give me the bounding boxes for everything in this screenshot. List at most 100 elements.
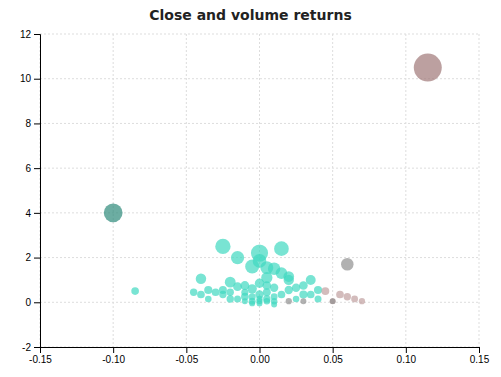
tick: 0.15 xyxy=(470,347,490,365)
tick-label: 0 xyxy=(25,297,31,308)
x-axis: -0.15 -0.10 -0.05 0.00 0.05 0.10 0.15 xyxy=(29,347,490,365)
tick-mark xyxy=(113,347,114,353)
bubble xyxy=(241,289,248,296)
bubble xyxy=(344,293,351,300)
tick-mark xyxy=(34,213,40,214)
bubble xyxy=(270,284,278,292)
tick-mark xyxy=(479,347,480,353)
tick-mark xyxy=(333,347,334,353)
grid-line xyxy=(40,168,479,169)
tick-label: 12 xyxy=(20,29,32,40)
bubble xyxy=(212,288,220,296)
bubble xyxy=(330,298,336,304)
tick-label: -0.15 xyxy=(29,354,52,365)
bubble xyxy=(131,287,139,295)
tick: 0.10 xyxy=(397,347,417,365)
bubble xyxy=(240,281,249,290)
bubble xyxy=(293,296,300,303)
bubble xyxy=(253,254,267,268)
bubble xyxy=(285,286,293,294)
tick-label: 0.05 xyxy=(323,354,343,365)
tick-mark xyxy=(406,347,407,353)
tick-mark xyxy=(34,347,40,348)
tick: 0 xyxy=(25,297,40,308)
tick-label: -0.05 xyxy=(175,354,198,365)
tick-label: 6 xyxy=(25,163,31,174)
tick: 0.05 xyxy=(323,347,343,365)
grid-line xyxy=(113,34,114,347)
tick-label: 0.00 xyxy=(250,354,270,365)
bubble xyxy=(231,251,244,264)
tick-label: -2 xyxy=(22,342,31,353)
bubble xyxy=(278,291,286,299)
bubble xyxy=(321,287,329,295)
grid-line xyxy=(40,34,479,35)
tick: -2 xyxy=(22,342,40,353)
tick-label: 4 xyxy=(25,208,31,219)
bubble xyxy=(249,293,256,300)
grid-line xyxy=(405,34,406,347)
bubble xyxy=(190,289,197,296)
grid-line xyxy=(186,34,187,347)
bubble xyxy=(271,302,277,308)
tick-mark xyxy=(34,258,40,259)
bubble xyxy=(336,291,344,299)
bubble xyxy=(315,295,322,302)
bubble xyxy=(359,298,365,304)
bubble xyxy=(197,291,205,299)
tick: -0.05 xyxy=(175,347,198,365)
title: Close and volume returns xyxy=(149,7,351,23)
tick-label: 0.15 xyxy=(470,354,490,365)
grid-line xyxy=(479,34,480,347)
tick: -0.10 xyxy=(102,347,125,365)
bubble xyxy=(300,298,306,304)
axis-line xyxy=(41,348,480,354)
chart: Close and volume returns -0.15 -0.10 -0.05 0… xyxy=(0,0,501,377)
tick-mark xyxy=(34,168,40,169)
y-axis: -2 0 2 4 6 8 10 12 xyxy=(20,29,41,353)
points xyxy=(104,54,442,308)
bubble xyxy=(299,281,308,290)
tick-mark xyxy=(34,34,40,35)
bubble xyxy=(307,291,315,299)
tick-mark xyxy=(186,347,187,353)
tick-mark xyxy=(34,302,40,303)
bubble xyxy=(227,295,234,302)
bubble xyxy=(341,258,354,271)
tick-label: 8 xyxy=(25,118,31,129)
bubble xyxy=(227,289,234,296)
bubble xyxy=(299,290,307,298)
tick: -0.15 xyxy=(29,347,52,365)
bubble xyxy=(249,300,255,306)
bubble xyxy=(414,54,442,82)
tick: 0.00 xyxy=(250,347,270,365)
tick: 6 xyxy=(25,163,40,174)
tick-mark xyxy=(260,347,261,353)
bubble xyxy=(219,291,226,298)
bubble xyxy=(264,298,271,305)
bubble xyxy=(314,286,322,294)
bubble xyxy=(196,274,206,284)
bubble xyxy=(215,239,230,254)
tick-mark xyxy=(34,79,40,80)
bubble xyxy=(351,296,358,303)
tick: 8 xyxy=(25,118,40,129)
plot: -0.15 -0.10 -0.05 0.00 0.05 0.10 0.15 -2 0 2 4 6 8 10… xyxy=(20,29,490,365)
bubble xyxy=(286,298,292,304)
tick-label: 2 xyxy=(25,252,31,263)
tick: 2 xyxy=(25,252,40,263)
bubble xyxy=(330,298,336,304)
tick-label: 0.10 xyxy=(397,354,417,365)
bubble xyxy=(274,241,289,256)
bubble xyxy=(271,293,278,300)
grid xyxy=(40,34,479,347)
bubble xyxy=(306,275,316,285)
bubble xyxy=(234,295,241,302)
tick-label: 10 xyxy=(20,73,32,84)
bubble xyxy=(104,203,123,222)
tick: 12 xyxy=(20,29,40,40)
tick: 4 xyxy=(25,208,40,219)
tick: 10 xyxy=(20,73,40,84)
bubble xyxy=(242,298,248,304)
grid-line xyxy=(40,78,479,79)
